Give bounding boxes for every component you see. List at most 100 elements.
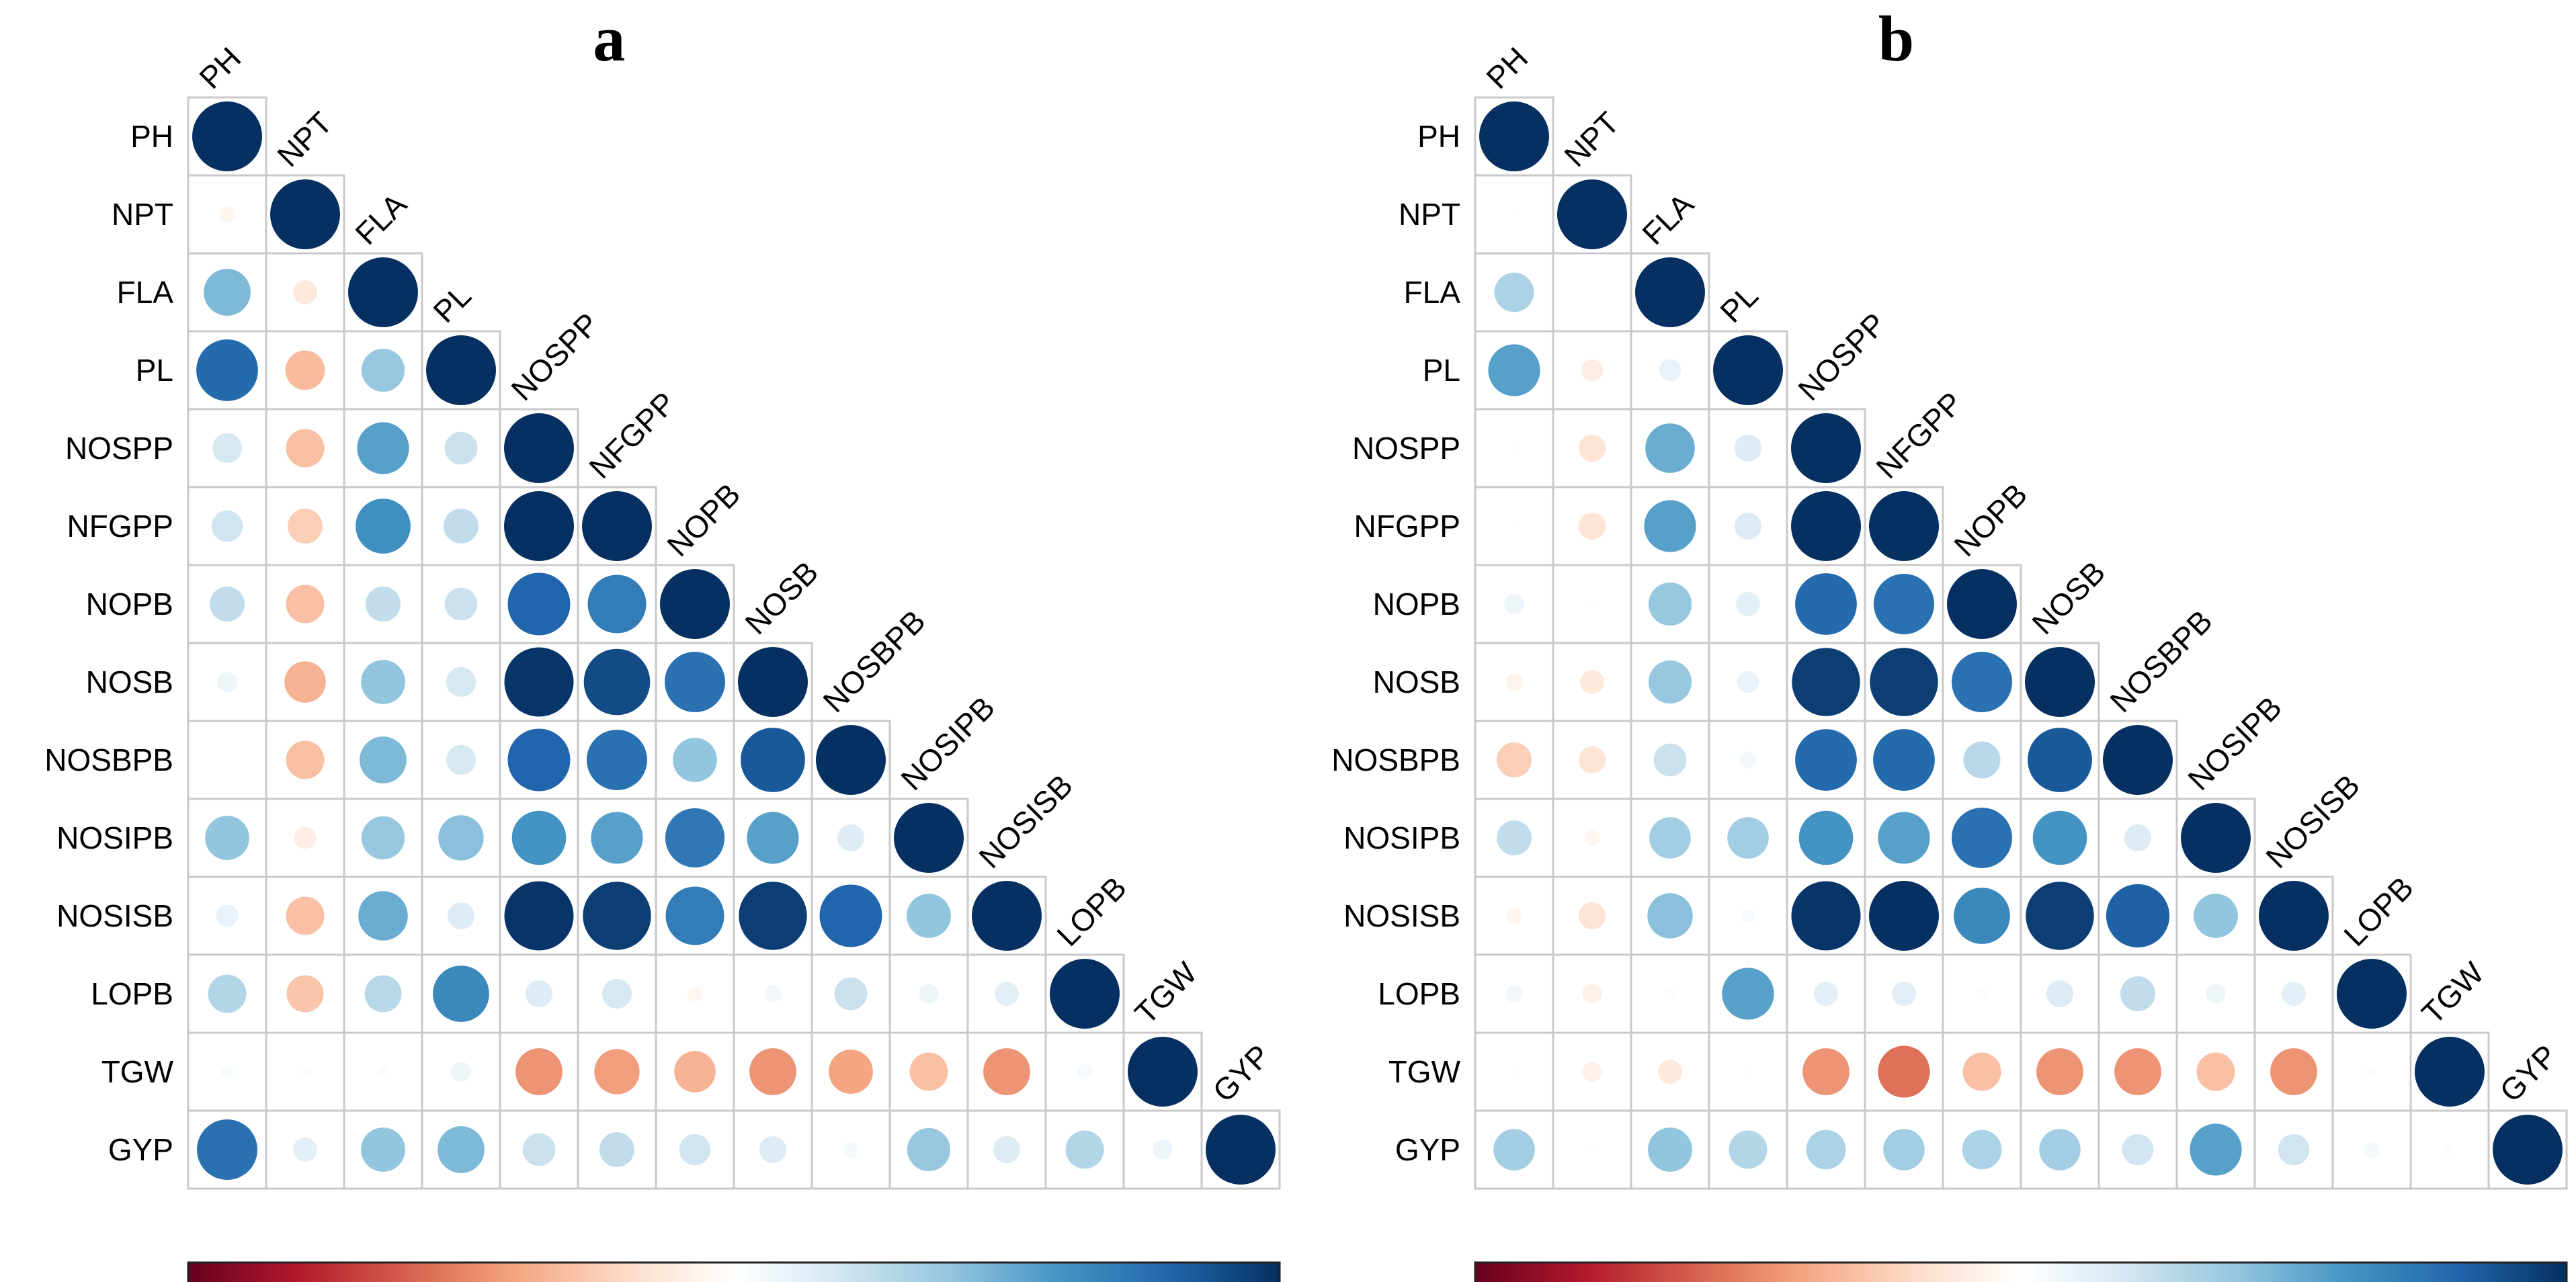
correlation-circle-pl-fla <box>1659 359 1681 382</box>
row-label-tgw: TGW <box>1388 1054 1461 1089</box>
correlation-circle-nosipb-nospp <box>511 810 567 865</box>
correlation-circle-nosbpb-nfgpp <box>587 730 647 790</box>
column-label-pl: PL <box>426 278 478 330</box>
correlation-circle-tgw-lopb <box>2366 1066 2377 1077</box>
correlation-circle-lopb-nopb <box>1977 988 1987 999</box>
correlation-circle-tgw-nosipb <box>909 1052 948 1091</box>
correlation-circle-gyp-nfgpp <box>1883 1129 1925 1170</box>
column-label-pl: PL <box>1713 278 1765 330</box>
correlation-circle-nopb-nospp <box>1795 573 1857 635</box>
correlation-circle-nopb-nopb <box>1947 569 2017 639</box>
panel-letter: a <box>593 3 625 75</box>
correlation-circle-lopb-nospp <box>525 980 553 1008</box>
correlation-circle-nospp-npt <box>286 429 325 468</box>
correlation-circle-nosb-fla <box>361 660 405 704</box>
correlation-circle-nopb-nospp <box>507 572 571 636</box>
correlation-circle-tgw-tgw <box>1128 1037 1198 1107</box>
correlation-circle-nosisb-fla <box>358 891 408 941</box>
correlation-circle-nospp-ph <box>212 433 243 464</box>
correlation-circle-pl-fla <box>361 348 405 392</box>
correlation-circle-nosbpb-fla <box>1653 743 1687 777</box>
column-label-npt: NPT <box>1557 105 1626 173</box>
column-label-nosipb: NOSIPB <box>2181 689 2288 797</box>
correlation-circle-nfgpp-npt <box>1578 512 1606 540</box>
correlation-circle-lopb-npt <box>1582 984 1602 1004</box>
correlation-circle-nosisb-nosbpb <box>2106 884 2170 948</box>
matrix-cell <box>187 720 267 800</box>
correlation-circle-nfgpp-ph <box>1510 522 1518 530</box>
correlation-circle-nopb-fla <box>366 587 401 622</box>
correlation-circle-nosisb-nosb <box>2026 882 2094 950</box>
correlation-circle-nfgpp-nospp <box>1791 491 1861 561</box>
correlation-circle-nfgpp-nospp <box>504 491 574 561</box>
row-label-nosisb: NOSISB <box>1343 898 1460 933</box>
correlation-circle-tgw-pl <box>451 1062 471 1082</box>
row-label-pl: PL <box>1423 353 1460 388</box>
correlation-circle-gyp-nfgpp <box>599 1132 634 1167</box>
correlation-circle-nosb-nospp <box>1792 648 1860 716</box>
correlation-circle-lopb-nosbpb <box>834 977 868 1011</box>
correlation-circle-gyp-lopb <box>1065 1130 1104 1169</box>
correlation-circle-tgw-ph <box>221 1066 233 1078</box>
column-label-nosipb: NOSIPB <box>894 689 1001 797</box>
correlation-circle-pl-ph <box>1488 344 1540 396</box>
matrix-cell <box>2175 953 2256 1034</box>
correlation-circle-nosbpb-nosbpb <box>2103 725 2173 795</box>
correlation-circle-npt-ph <box>1510 210 1518 218</box>
column-label-nosb: NOSB <box>738 554 825 641</box>
correlation-circle-nopb-npt <box>286 585 325 624</box>
matrix-cell <box>1630 798 1710 878</box>
correlation-circle-tgw-nospp <box>515 1048 563 1095</box>
correlation-circle-lopb-nosipb <box>2206 984 2226 1004</box>
panel-letter: b <box>1878 3 1914 75</box>
correlation-circle-gyp-nospp <box>522 1133 556 1166</box>
correlation-circle-nosipb-npt <box>1584 830 1600 846</box>
correlation-circle-lopb-nosb <box>2046 980 2074 1008</box>
correlation-circle-gyp-nosbpb <box>843 1142 859 1158</box>
column-label-npt: NPT <box>270 105 339 173</box>
correlation-circle-gyp-npt <box>1588 1146 1596 1154</box>
correlation-circle-ph-ph <box>192 101 262 171</box>
correlation-circle-nosisb-npt <box>286 896 325 935</box>
correlation-circle-ph-ph <box>1479 101 1549 171</box>
correlation-circle-nfgpp-npt <box>288 509 323 544</box>
correlation-circle-nfgpp-pl <box>1734 512 1762 540</box>
correlation-circle-nosisb-nopb <box>665 886 724 945</box>
correlation-circle-nosisb-nfgpp <box>1869 881 1939 951</box>
correlation-circle-nopb-npt <box>1588 600 1596 608</box>
correlation-circle-tgw-npt <box>1582 1062 1602 1082</box>
correlation-circle-tgw-pl <box>1744 1068 1752 1076</box>
correlation-circle-tgw-nosb <box>2036 1048 2083 1095</box>
matrix-cell <box>1552 252 1632 333</box>
correlation-circle-nosbpb-fla <box>360 736 407 783</box>
correlation-circle-gyp-npt <box>293 1138 317 1162</box>
row-label-nosipb: NOSIPB <box>1343 820 1460 855</box>
correlation-circle-nosisb-nosipb <box>2194 894 2238 938</box>
correlation-circle-gyp-nosipb <box>907 1127 951 1172</box>
correlation-circle-lopb-fla <box>364 975 402 1013</box>
row-label-npt: NPT <box>112 197 173 232</box>
correlation-circle-lopb-nosb <box>764 985 782 1002</box>
correlation-circle-nosipb-nospp <box>1798 810 1854 865</box>
correlation-circle-nosb-nfgpp <box>583 648 651 716</box>
correlation-circle-nopb-ph <box>210 587 245 622</box>
correlation-circle-gyp-gyp <box>2493 1115 2563 1185</box>
correlation-circle-nosisb-nosbpb <box>819 884 882 947</box>
correlation-circle-gyp-lopb <box>2364 1142 2380 1158</box>
row-label-nospp: NOSPP <box>1352 431 1460 466</box>
correlation-circle-lopb-lopb <box>1050 959 1120 1029</box>
correlation-circle-lopb-pl <box>1722 968 1774 1020</box>
correlation-circle-nosipb-ph <box>205 816 249 860</box>
correlation-circle-tgw-nosbpb <box>2114 1048 2161 1095</box>
correlation-circle-gyp-fla <box>1648 1127 1692 1172</box>
correlation-circle-tgw-npt <box>300 1066 310 1077</box>
column-label-ph: PH <box>192 40 247 95</box>
correlation-circle-fla-fla <box>1635 257 1705 327</box>
panel-a: aPHPHNPTNPTFLAFLAPLPLNOSPPNOSPPNFGPPNFGP… <box>44 3 1281 1282</box>
correlation-circle-nosipb-ph <box>1497 820 1532 855</box>
correlation-circle-tgw-lopb <box>1077 1064 1093 1080</box>
correlation-circle-tgw-nospp <box>1802 1048 1850 1095</box>
correlation-circle-gyp-nosisb <box>2278 1134 2310 1166</box>
correlation-circle-nospp-fla <box>357 422 409 474</box>
